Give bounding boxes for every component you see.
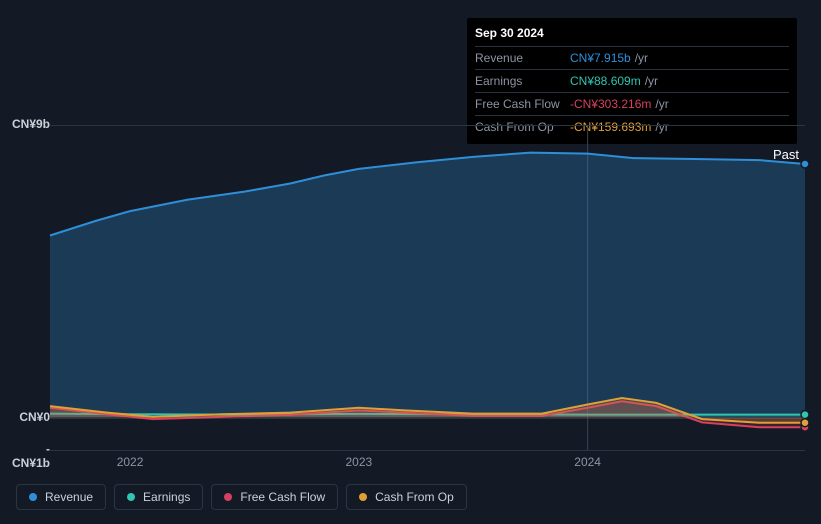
financials-chart: CN¥9bCN¥0-CN¥1b 202220232024 Past (16, 125, 805, 450)
legend-label: Revenue (45, 490, 93, 504)
tooltip-row-unit: /yr (645, 72, 658, 90)
tooltip-row-label: Free Cash Flow (475, 95, 570, 113)
tooltip-row-value: CN¥7.915b (570, 49, 631, 67)
tooltip-row: EarningsCN¥88.609m/yr (475, 70, 789, 93)
tooltip-row-unit: /yr (655, 95, 668, 113)
tooltip-row-label: Revenue (475, 49, 570, 67)
series-marker-cfo (801, 419, 809, 427)
tooltip-row-value: CN¥88.609m (570, 72, 641, 90)
tooltip-row-value: -CN¥303.216m (570, 95, 651, 113)
legend-swatch (29, 493, 37, 501)
tooltip-row-unit: /yr (635, 49, 648, 67)
y-tick-label: CN¥0 (19, 410, 50, 424)
legend-label: Cash From Op (375, 490, 454, 504)
legend-label: Earnings (143, 490, 190, 504)
tooltip-row: Free Cash Flow-CN¥303.216m/yr (475, 93, 789, 116)
legend: Revenue Earnings Free Cash Flow Cash From O… (16, 484, 467, 510)
series-area-revenue (50, 153, 805, 418)
tooltip-row: RevenueCN¥7.915b/yr (475, 47, 789, 70)
legend-item-earnings[interactable]: Earnings (114, 484, 203, 510)
legend-swatch (127, 493, 135, 501)
x-tick-label: 2023 (346, 455, 373, 469)
x-tick-label: 2022 (117, 455, 144, 469)
legend-item-fcf[interactable]: Free Cash Flow (211, 484, 338, 510)
y-tick-label: -CN¥1b (12, 442, 50, 470)
tooltip-date: Sep 30 2024 (475, 24, 789, 47)
legend-item-cfo[interactable]: Cash From Op (346, 484, 467, 510)
series-marker-earnings (801, 411, 809, 419)
x-tick-label: 2024 (574, 455, 601, 469)
legend-item-revenue[interactable]: Revenue (16, 484, 106, 510)
tooltip-row-label: Earnings (475, 72, 570, 90)
legend-swatch (359, 493, 367, 501)
legend-swatch (224, 493, 232, 501)
y-tick-label: CN¥9b (12, 117, 50, 131)
series-marker-revenue (801, 160, 809, 168)
grid-line (50, 450, 805, 451)
plot-svg (50, 125, 805, 450)
legend-label: Free Cash Flow (240, 490, 325, 504)
